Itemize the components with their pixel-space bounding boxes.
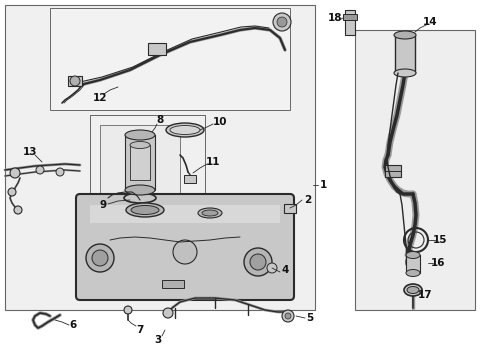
Bar xyxy=(68,76,82,86)
Text: 8: 8 xyxy=(156,115,164,125)
Circle shape xyxy=(277,17,287,27)
Ellipse shape xyxy=(170,126,200,135)
Text: 14: 14 xyxy=(423,17,437,27)
Bar xyxy=(406,255,420,273)
Text: 3: 3 xyxy=(154,335,162,345)
FancyBboxPatch shape xyxy=(76,194,294,300)
Bar xyxy=(148,43,166,55)
Ellipse shape xyxy=(166,123,204,137)
Text: 5: 5 xyxy=(306,313,314,323)
Ellipse shape xyxy=(407,287,419,293)
Text: 10: 10 xyxy=(213,117,227,127)
Bar xyxy=(50,8,290,110)
Bar xyxy=(385,165,401,177)
Circle shape xyxy=(267,263,277,273)
Circle shape xyxy=(86,244,114,272)
Ellipse shape xyxy=(394,69,416,77)
Ellipse shape xyxy=(406,270,420,276)
Bar xyxy=(343,14,357,20)
Ellipse shape xyxy=(131,206,159,215)
Circle shape xyxy=(285,313,291,319)
Text: 1: 1 xyxy=(319,180,327,190)
Circle shape xyxy=(14,206,22,214)
Bar xyxy=(355,30,475,310)
Bar xyxy=(395,35,415,73)
Circle shape xyxy=(250,254,266,270)
Text: 2: 2 xyxy=(304,195,312,205)
Ellipse shape xyxy=(126,203,164,217)
Circle shape xyxy=(70,76,80,86)
Circle shape xyxy=(273,13,291,31)
Text: 11: 11 xyxy=(206,157,220,167)
Text: 6: 6 xyxy=(70,320,76,330)
Ellipse shape xyxy=(202,210,218,216)
Ellipse shape xyxy=(130,141,150,149)
Ellipse shape xyxy=(406,252,420,272)
Bar xyxy=(90,205,280,223)
Text: 13: 13 xyxy=(23,147,37,157)
Circle shape xyxy=(173,240,197,264)
Bar xyxy=(130,145,150,180)
Ellipse shape xyxy=(125,185,155,195)
Bar xyxy=(162,280,184,288)
Ellipse shape xyxy=(404,284,422,296)
Circle shape xyxy=(8,188,16,196)
Ellipse shape xyxy=(394,31,416,39)
Circle shape xyxy=(56,168,64,176)
Text: 4: 4 xyxy=(281,265,289,275)
Circle shape xyxy=(36,166,44,174)
Circle shape xyxy=(10,168,20,178)
Bar xyxy=(284,204,296,213)
Ellipse shape xyxy=(198,208,222,218)
Circle shape xyxy=(124,306,132,314)
Text: 18: 18 xyxy=(328,13,342,23)
Circle shape xyxy=(92,250,108,266)
Text: 15: 15 xyxy=(433,235,447,245)
Text: 9: 9 xyxy=(99,200,106,210)
Bar xyxy=(100,125,180,197)
Circle shape xyxy=(282,310,294,322)
Bar xyxy=(90,115,205,203)
Circle shape xyxy=(163,308,173,318)
Bar xyxy=(345,10,355,35)
Text: 7: 7 xyxy=(136,325,144,335)
Ellipse shape xyxy=(125,130,155,140)
Text: 17: 17 xyxy=(417,290,432,300)
Text: 12: 12 xyxy=(93,93,107,103)
Text: 16: 16 xyxy=(431,258,445,268)
Bar xyxy=(5,5,315,310)
Bar xyxy=(125,135,155,190)
Bar xyxy=(184,175,196,183)
Circle shape xyxy=(244,248,272,276)
Ellipse shape xyxy=(406,252,420,258)
